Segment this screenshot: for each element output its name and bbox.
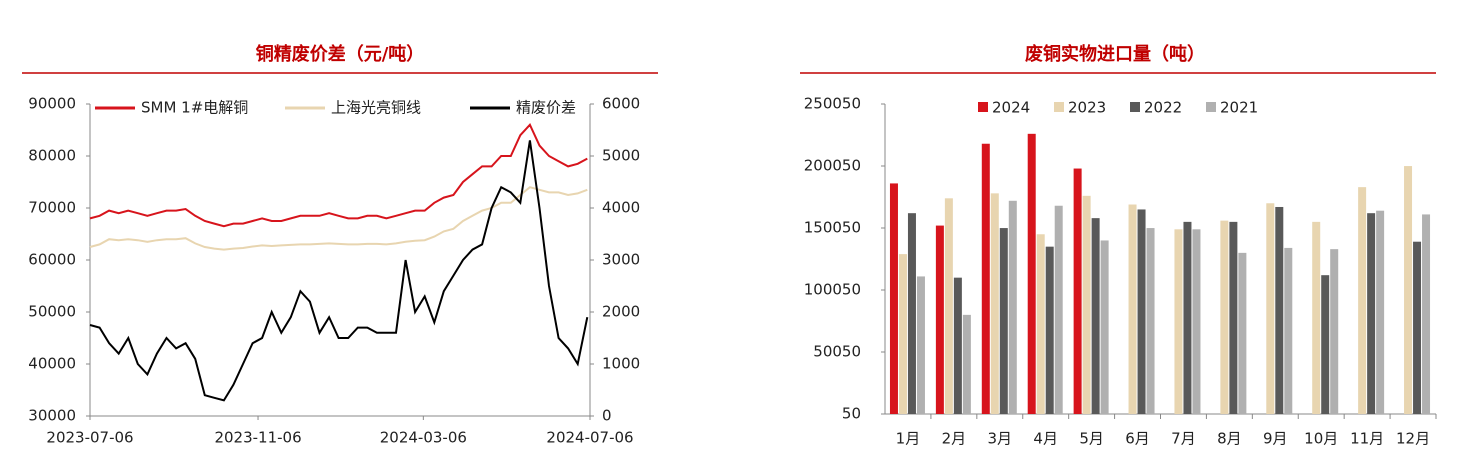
bar: [1091, 218, 1100, 414]
x-tick-label: 10月: [1304, 430, 1338, 448]
bar: [1082, 195, 1091, 414]
bar: [999, 228, 1008, 414]
bar: [935, 225, 944, 414]
bar: [898, 254, 907, 414]
bar: [1266, 203, 1275, 414]
bar: [1321, 275, 1330, 414]
y2-tick-label: 3000: [602, 251, 640, 269]
y-tick-label: 200050: [804, 157, 861, 175]
bar: [1146, 228, 1155, 414]
bar: [1183, 221, 1192, 414]
chart-title: 废铜实物进口量（吨）: [1025, 43, 1205, 65]
y-tick-label: 150050: [804, 219, 861, 237]
bar: [1284, 247, 1293, 414]
legend-swatch: [1054, 102, 1064, 112]
series-line: [89, 123, 588, 228]
y2-tick-label: 6000: [602, 95, 640, 113]
series-line: [89, 140, 589, 402]
y2-tick-label: 4000: [602, 199, 640, 217]
x-tick-label: 6月: [1125, 430, 1150, 448]
y-tick-label: 80000: [28, 147, 76, 165]
x-tick-label: 11月: [1350, 430, 1384, 448]
legend-label: 2023: [1068, 99, 1106, 117]
bar: [916, 276, 925, 414]
bar: [1404, 166, 1413, 414]
chart-title: 铜精废价差（元/吨）: [256, 43, 425, 65]
y-tick-label: 90000: [28, 95, 76, 113]
legend-label: 上海光亮铜线: [331, 99, 421, 117]
bar: [990, 193, 999, 414]
x-tick-label: 2024-07-06: [546, 429, 633, 447]
bar: [1027, 133, 1036, 414]
x-tick-label: 4月: [1033, 430, 1058, 448]
bar: [1358, 187, 1367, 414]
y-tick-label: 250050: [804, 95, 861, 113]
bar: [1367, 213, 1376, 414]
x-tick-label: 3月: [988, 430, 1013, 448]
bar: [1229, 221, 1238, 414]
y-tick-label: 100050: [804, 281, 861, 299]
legend-label: 2021: [1220, 99, 1258, 117]
y-tick-label: 40000: [28, 355, 76, 373]
y-tick-label: 50: [842, 405, 861, 423]
bar: [1054, 205, 1063, 414]
bar: [1422, 214, 1431, 414]
legend-label: 2022: [1144, 99, 1182, 117]
bar: [889, 183, 898, 414]
y2-tick-label: 5000: [602, 147, 640, 165]
x-tick-label: 2023-07-06: [46, 429, 133, 447]
bar: [1275, 206, 1284, 414]
y-tick-label: 30000: [28, 407, 76, 425]
bar: [1220, 220, 1229, 414]
bar: [944, 198, 953, 414]
y-tick-label: 50000: [28, 303, 76, 321]
bar: [1128, 204, 1137, 414]
bar: [907, 213, 916, 414]
y2-tick-label: 0: [602, 407, 612, 425]
legend-swatch: [1206, 102, 1216, 112]
bar: [1312, 221, 1321, 414]
x-tick-label: 8月: [1217, 430, 1242, 448]
y-tick-label: 50050: [813, 343, 861, 361]
bar: [1238, 252, 1247, 414]
bar: [1008, 200, 1017, 414]
y2-tick-label: 1000: [602, 355, 640, 373]
legend-label: 精废价差: [516, 99, 576, 117]
x-tick-label: 2月: [942, 430, 967, 448]
bar: [981, 143, 990, 414]
x-tick-label: 2023-11-06: [214, 429, 301, 447]
bar: [1137, 209, 1146, 414]
x-tick-label: 12月: [1396, 430, 1430, 448]
x-tick-label: 5月: [1079, 430, 1104, 448]
bar: [1413, 241, 1422, 414]
bar: [1100, 240, 1109, 414]
x-tick-label: 7月: [1171, 430, 1196, 448]
legend-label: SMM 1#电解铜: [141, 99, 248, 117]
bar: [953, 277, 962, 414]
legend-label: 2024: [992, 99, 1030, 117]
series-line: [89, 186, 588, 251]
bar: [1045, 246, 1054, 414]
y-tick-label: 70000: [28, 199, 76, 217]
bar: [1174, 229, 1183, 414]
x-tick-label: 2024-03-06: [380, 429, 467, 447]
x-tick-label: 9月: [1263, 430, 1288, 448]
bar: [1073, 168, 1082, 414]
bar: [1036, 234, 1045, 414]
x-tick-label: 1月: [896, 430, 921, 448]
y-tick-label: 60000: [28, 251, 76, 269]
legend-swatch: [1130, 102, 1140, 112]
legend-swatch: [978, 102, 988, 112]
bar: [1376, 210, 1385, 414]
bar: [962, 314, 971, 414]
y2-tick-label: 2000: [602, 303, 640, 321]
bar: [1192, 229, 1201, 414]
bar: [1330, 249, 1339, 414]
